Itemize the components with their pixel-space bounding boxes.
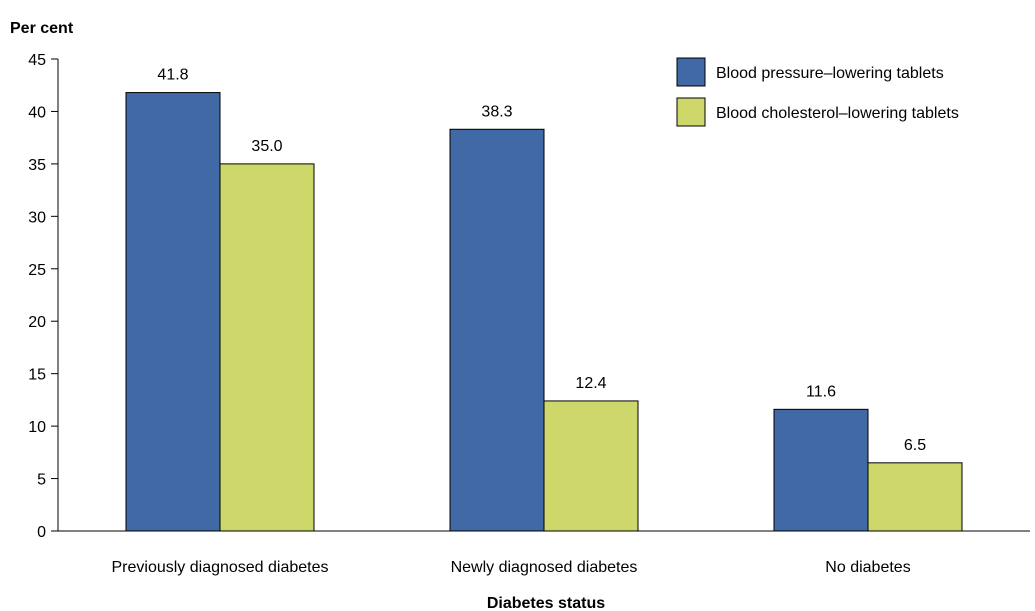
y-tick-label: 15 <box>28 367 46 384</box>
bar <box>543 400 639 532</box>
x-category-label: No diabetes <box>825 559 910 576</box>
x-axis: Previously diagnosed diabetes Newly diagn… <box>58 530 1030 576</box>
y-tick-label: 25 <box>28 262 46 279</box>
y-tick-label: 20 <box>28 314 46 331</box>
y-tick-label: 45 <box>28 52 46 69</box>
legend-swatch <box>676 97 706 127</box>
y-tick-label: 40 <box>28 104 46 121</box>
legend: Blood pressure–lowering tablets Blood cho… <box>676 57 959 127</box>
data-label: 38.3 <box>481 103 512 120</box>
bar <box>449 128 545 532</box>
bar <box>773 408 869 532</box>
legend-swatch <box>676 57 706 87</box>
y-tick-label: 35 <box>28 157 46 174</box>
bar <box>867 462 963 532</box>
data-label: 11.6 <box>806 383 836 400</box>
bar <box>125 92 221 532</box>
y-tick-label: 30 <box>28 209 46 226</box>
x-axis-title: Diabetes status <box>487 595 605 611</box>
data-label: 41.8 <box>157 67 188 84</box>
x-category-label: Newly diagnosed diabetes <box>451 559 638 576</box>
legend-label: Blood cholesterol–lowering tablets <box>716 105 959 122</box>
y-tick-label: 5 <box>37 472 46 489</box>
bars <box>125 92 963 532</box>
x-category-label: Previously diagnosed diabetes <box>111 559 328 576</box>
data-labels: 41.8 35.0 38.3 12.4 11.6 6.5 <box>157 67 926 454</box>
legend-label: Blood pressure–lowering tablets <box>716 65 944 82</box>
data-label: 12.4 <box>575 375 606 392</box>
data-label: 35.0 <box>251 138 282 155</box>
bar <box>219 163 315 532</box>
y-axis: 0 5 10 15 20 25 30 35 40 45 <box>28 52 59 541</box>
y-tick-label: 10 <box>28 419 46 436</box>
data-label: 6.5 <box>904 437 926 454</box>
y-tick-label: 0 <box>37 524 46 541</box>
y-axis-title: Per cent <box>10 20 74 37</box>
